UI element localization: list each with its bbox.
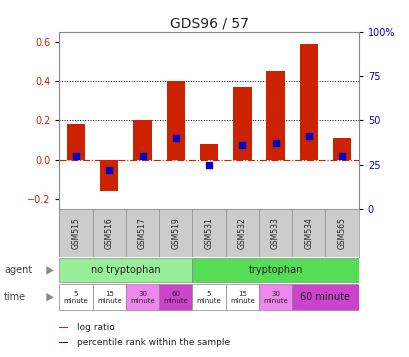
Bar (299, 44, 317, 160)
Text: 60
minute: 60 minute (163, 291, 188, 304)
Text: 60 minute: 60 minute (300, 292, 350, 302)
Bar (292, 284, 358, 310)
Text: 15
minute: 15 minute (97, 291, 121, 304)
Bar (59, 258, 192, 282)
Title: GDS96 / 57: GDS96 / 57 (169, 17, 248, 31)
Bar (133, 121, 151, 160)
Text: GSM565: GSM565 (337, 217, 346, 249)
Text: 30
minute: 30 minute (263, 291, 287, 304)
Point (172, 135, 179, 141)
Bar (192, 258, 358, 282)
Text: 15
minute: 15 minute (229, 291, 254, 304)
Text: no tryptophan: no tryptophan (91, 265, 160, 276)
Bar (67, 125, 85, 160)
Text: GSM517: GSM517 (138, 217, 147, 249)
Text: 5
minute: 5 minute (196, 291, 221, 304)
Point (272, 141, 278, 146)
Text: GSM515: GSM515 (72, 217, 81, 249)
Text: 5
minute: 5 minute (63, 291, 88, 304)
Point (338, 153, 344, 159)
Text: GSM516: GSM516 (105, 217, 114, 249)
Text: agent: agent (4, 265, 32, 276)
Point (139, 153, 146, 159)
Bar (166, 81, 184, 160)
Point (106, 167, 112, 173)
Bar (258, 284, 292, 310)
Point (73, 153, 79, 159)
Bar (59, 342, 67, 343)
Text: GSM534: GSM534 (303, 217, 312, 249)
Bar (159, 284, 192, 310)
Bar (126, 284, 159, 310)
Bar (192, 284, 225, 310)
Text: time: time (4, 292, 26, 302)
Text: log ratio: log ratio (77, 323, 115, 332)
Point (205, 162, 212, 167)
Bar (92, 284, 126, 310)
Text: tryptophan: tryptophan (248, 265, 302, 276)
Text: percentile rank within the sample: percentile rank within the sample (77, 338, 230, 347)
Text: GSM519: GSM519 (171, 217, 180, 249)
Bar (59, 284, 92, 310)
Bar (332, 138, 351, 160)
Bar (266, 71, 284, 160)
Bar (59, 327, 67, 328)
Point (238, 142, 245, 148)
Bar (200, 144, 218, 160)
Bar (233, 87, 251, 160)
Text: GSM533: GSM533 (270, 217, 279, 249)
Text: GSM531: GSM531 (204, 217, 213, 249)
Bar (100, 160, 118, 191)
Bar (225, 284, 258, 310)
Text: GSM532: GSM532 (237, 217, 246, 249)
Point (305, 134, 311, 139)
Text: 30
minute: 30 minute (130, 291, 155, 304)
